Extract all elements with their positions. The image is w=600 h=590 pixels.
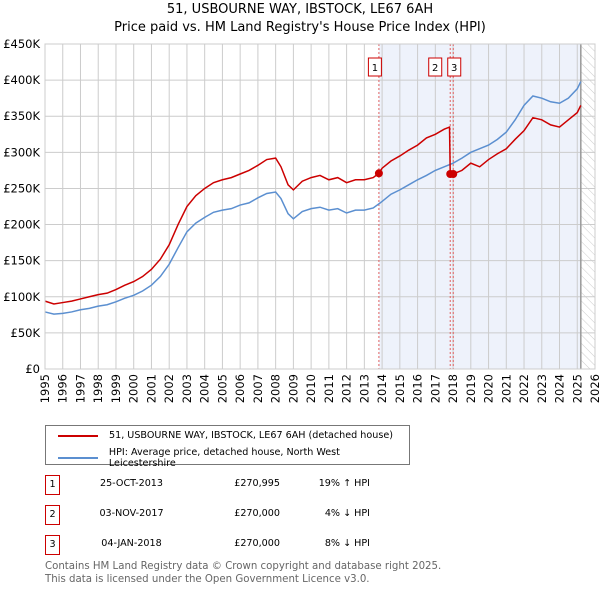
transaction-row: 3 04-JAN-2018 £270,000 8% ↓ HPI (45, 535, 445, 555)
marker-label: 2 (432, 63, 438, 74)
x-tick-label: 2001 (144, 374, 158, 403)
y-tick-label: £50K (11, 326, 41, 340)
x-tick-label: 2009 (286, 374, 300, 403)
price-chart: 1995 1996 1997 1998 1999 2000 2001 2002 2003 2004… (3, 37, 600, 403)
transaction-number: 2 (45, 505, 60, 525)
property-price-line (44, 105, 582, 305)
legend-swatch-property (58, 434, 98, 437)
x-tick-label: 2016 (411, 374, 425, 403)
x-tick-label: 1998 (91, 374, 105, 403)
marker-label: 1 (372, 63, 378, 74)
x-tick-label: 2021 (499, 374, 513, 403)
x-tick-label: 2005 (215, 374, 229, 403)
x-tick-label: 2024 (553, 374, 567, 403)
x-tick-label: 2018 (446, 374, 460, 403)
forecast-hatch (580, 44, 595, 369)
transaction-hpi-diff: 4% ↓ HPI (324, 508, 370, 519)
transaction-hpi-diff: 19% ↑ HPI (318, 478, 370, 489)
x-tick-label: 2023 (535, 374, 549, 403)
y-tick-label: £400K (3, 73, 40, 87)
y-tick-label: £350K (3, 109, 40, 123)
legend-swatch-hpi (58, 457, 98, 459)
x-tick-label: 2010 (304, 374, 318, 403)
chart-subtitle: Price paid vs. HM Land Registry's House … (114, 20, 486, 35)
y-tick-label: £250K (3, 181, 40, 195)
sale-point (449, 170, 458, 178)
x-tick-label: 1999 (109, 374, 123, 403)
hpi-line (44, 81, 582, 315)
x-tick-label: 1996 (56, 374, 70, 403)
sale-point (374, 169, 383, 178)
legend-label-hpi: HPI: Average price, detached house, Nort… (108, 447, 340, 469)
marker-label-box (367, 57, 382, 77)
x-tick-label: 2022 (517, 374, 531, 403)
transaction-hpi-diff: 8% ↓ HPI (324, 538, 370, 549)
y-tick-label: £100K (3, 290, 40, 304)
x-tick-label: 1995 (38, 374, 52, 403)
x-tick-label: 2019 (464, 374, 478, 403)
y-tick-label: £450K (3, 37, 40, 51)
legend-label-property: 51, USBOURNE WAY, IBSTOCK, LE67 6AH (det… (109, 430, 393, 441)
transaction-row: 1 25-OCT-2013 £270,995 19% ↑ HPI (45, 475, 445, 495)
transaction-number: 1 (45, 475, 60, 495)
x-tick-label: 2008 (269, 374, 283, 403)
x-tick-label: 2017 (428, 374, 442, 403)
x-tick-label: 2013 (357, 374, 371, 403)
shaded-period (378, 44, 581, 369)
transaction-date: 04-JAN-2018 (101, 538, 162, 549)
y-tick-label: £0 (25, 362, 40, 376)
x-tick-label: 1997 (73, 374, 87, 403)
x-tick-label: 2011 (322, 374, 336, 403)
x-tick-label: 2025 (570, 374, 584, 403)
x-tick-label: 2015 (393, 374, 407, 403)
x-tick-label: 2012 (340, 374, 354, 403)
transaction-row: 2 03-NOV-2017 £270,000 4% ↓ HPI (45, 505, 445, 525)
x-tick-label: 2007 (251, 374, 265, 403)
x-tick-label: 2026 (588, 374, 600, 403)
marker-label-box (447, 57, 462, 77)
x-tick-label: 2014 (375, 374, 389, 403)
x-tick-label: 2006 (233, 374, 247, 403)
marker-label: 3 (451, 63, 457, 74)
x-tick-label: 2004 (198, 374, 212, 403)
transaction-number: 3 (45, 535, 60, 555)
footer-licence: This data is licensed under the Open Gov… (45, 574, 370, 585)
transaction-price: £270,000 (234, 538, 280, 549)
chart-legend: 51, USBOURNE WAY, IBSTOCK, LE67 6AH (det… (45, 425, 410, 469)
transaction-price: £270,995 (234, 478, 280, 489)
transaction-date: 03-NOV-2017 (99, 508, 164, 519)
x-tick-label: 2000 (127, 374, 141, 403)
y-tick-label: £150K (3, 254, 40, 268)
y-tick-label: £300K (3, 145, 40, 159)
marker-label-box (428, 57, 443, 77)
x-tick-label: 2020 (482, 374, 496, 403)
y-tick-label: £200K (3, 218, 40, 232)
x-tick-label: 2002 (162, 374, 176, 403)
chart-title: 51, USBOURNE WAY, IBSTOCK, LE67 6AH (166, 2, 434, 17)
plot-frame (44, 43, 596, 370)
x-tick-label: 2003 (180, 374, 194, 403)
footer-copyright: Contains HM Land Registry data © Crown c… (45, 561, 442, 572)
transaction-date: 25-OCT-2013 (99, 478, 164, 489)
transaction-price: £270,000 (234, 508, 280, 519)
